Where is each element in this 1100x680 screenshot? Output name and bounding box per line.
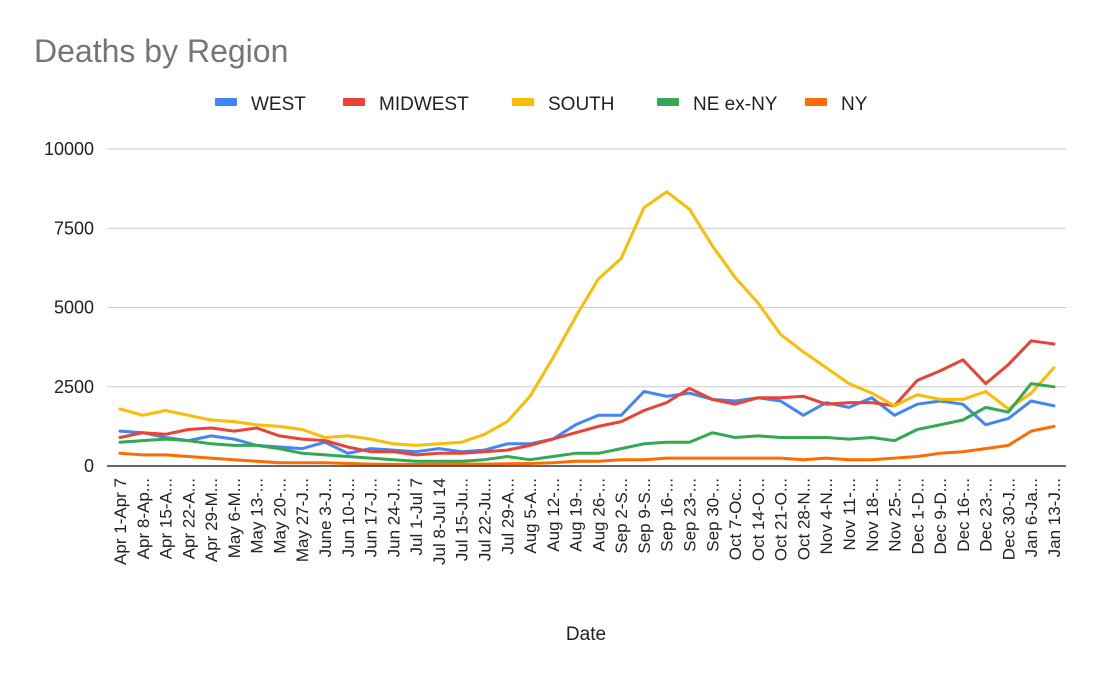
x-tick-label: Aug 12-...: [544, 478, 563, 552]
x-tick-label: Jul 1-Jul 7: [407, 478, 426, 555]
x-tick-label: June 3-J...: [316, 478, 335, 557]
y-tick-label: 7500: [54, 218, 94, 238]
x-tick-label: Jun 24-J...: [384, 478, 403, 557]
legend-label: NE ex-NY: [693, 94, 778, 115]
x-tick-label: Jun 17-J...: [362, 478, 381, 557]
x-tick-label: Aug 26-...: [589, 478, 608, 552]
x-axis-label: Date: [566, 624, 606, 645]
legend-label: MIDWEST: [379, 94, 469, 115]
x-tick-label: Sep 23-...: [681, 478, 700, 552]
x-tick-label: Nov 11-...: [840, 478, 859, 550]
x-tick-label: May 13-...: [248, 478, 267, 554]
x-tick-label: Jun 10-J...: [339, 478, 358, 557]
legend-label: SOUTH: [548, 94, 615, 115]
series-lines: [118, 190, 1056, 466]
x-tick-label: Apr 22-A...: [179, 478, 198, 559]
y-axis-ticks: 0 2500 5000 7500 10000: [44, 139, 94, 476]
legend-swatch: [215, 98, 237, 106]
x-tick-label: Oct 14-O...: [749, 478, 768, 561]
x-tick-label: Dec 30-J...: [999, 478, 1018, 560]
x-tick-label: Jul 8-Jul 14: [430, 478, 449, 565]
x-tick-label: Apr 29-M...: [202, 478, 221, 562]
chart-title: Deaths by Region: [34, 33, 288, 69]
x-axis-ticks: Apr 1-Apr 7 Apr 8-Ap... Apr 15-A... Apr 22-…: [111, 478, 1064, 565]
series-line-ne-ex-ny: [118, 382, 1056, 463]
legend-item-ne-ex-ny: NE ex-NY: [657, 94, 778, 115]
x-tick-label: May 20-...: [270, 478, 289, 554]
x-tick-label: Apr 15-A...: [157, 478, 176, 559]
x-tick-label: Sep 16-...: [658, 478, 677, 552]
x-tick-label: May 27-J...: [293, 478, 312, 562]
legend-item-midwest: MIDWEST: [343, 94, 469, 115]
series-line-ny: [118, 424, 1056, 466]
x-tick-label: Dec 9-D...: [931, 478, 950, 555]
series-line-midwest: [118, 339, 1056, 457]
legend-item-west: WEST: [215, 94, 306, 115]
x-tick-label: Sep 9-S...: [635, 478, 654, 554]
x-tick-label: Dec 16-...: [954, 478, 973, 552]
legend-item-south: SOUTH: [512, 94, 615, 115]
legend-item-ny: NY: [805, 94, 868, 115]
x-tick-label: Oct 7-Oc...: [726, 478, 745, 560]
x-tick-label: Aug 19-...: [567, 478, 586, 552]
x-tick-label: Jul 22-Ju...: [475, 478, 494, 561]
x-tick-label: Apr 8-Ap...: [134, 478, 153, 559]
legend-swatch: [805, 98, 827, 106]
y-tick-label: 10000: [44, 139, 94, 159]
legend-label: NY: [841, 94, 868, 115]
series-line-west: [118, 390, 1056, 455]
x-tick-label: Dec 1-D...: [908, 478, 927, 555]
legend-swatch: [512, 98, 534, 106]
x-tick-label: Oct 28-N...: [794, 478, 813, 560]
legend: WEST MIDWEST SOUTH NE ex-NY NY: [215, 94, 868, 115]
x-tick-label: Jul 15-Ju...: [453, 478, 472, 561]
x-tick-label: Jan 6-Ja...: [1022, 478, 1041, 557]
legend-swatch: [657, 98, 679, 106]
x-tick-label: Nov 18-...: [863, 478, 882, 552]
legend-swatch: [343, 98, 365, 106]
x-tick-label: Jan 13-J...: [1045, 478, 1064, 557]
x-tick-label: Aug 5-A...: [521, 478, 540, 554]
x-tick-label: Nov 25-...: [886, 478, 905, 552]
x-tick-label: Dec 23-...: [977, 478, 996, 552]
series-line-south: [118, 190, 1056, 447]
legend-label: WEST: [251, 94, 306, 115]
x-tick-label: May 6-M...: [225, 478, 244, 558]
gridlines: [107, 148, 1066, 388]
x-tick-label: Oct 21-O...: [772, 478, 791, 561]
x-tick-label: Sep 30-...: [703, 478, 722, 552]
y-tick-label: 0: [84, 456, 94, 476]
y-tick-label: 5000: [54, 298, 94, 318]
x-tick-label: Apr 1-Apr 7: [111, 478, 130, 565]
x-tick-label: Jul 29-A...: [498, 478, 517, 555]
x-tick-label: Sep 2-S...: [612, 478, 631, 554]
x-tick-label: Nov 4-N...: [817, 478, 836, 555]
y-tick-label: 2500: [54, 377, 94, 397]
